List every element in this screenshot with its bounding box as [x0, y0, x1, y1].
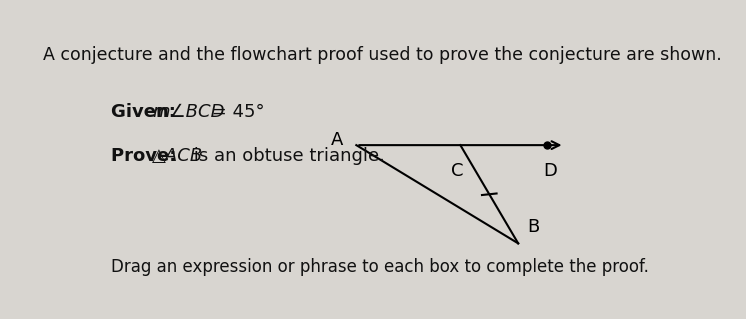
- Text: C: C: [451, 162, 464, 180]
- Text: Prove:: Prove:: [110, 147, 182, 165]
- Text: Drag an expression or phrase to each box to complete the proof.: Drag an expression or phrase to each box…: [110, 258, 648, 276]
- Text: is an obtuse triangle.: is an obtuse triangle.: [188, 147, 385, 165]
- Text: m∠BCD: m∠BCD: [153, 103, 225, 121]
- Text: B: B: [527, 218, 539, 236]
- Text: D: D: [543, 162, 557, 180]
- Text: = 45°: = 45°: [206, 103, 265, 121]
- Text: A conjecture and the flowchart proof used to prove the conjecture are shown.: A conjecture and the flowchart proof use…: [43, 46, 721, 64]
- Text: A: A: [331, 131, 344, 149]
- Text: Given:: Given:: [110, 103, 182, 121]
- Text: △ACB: △ACB: [152, 147, 204, 165]
